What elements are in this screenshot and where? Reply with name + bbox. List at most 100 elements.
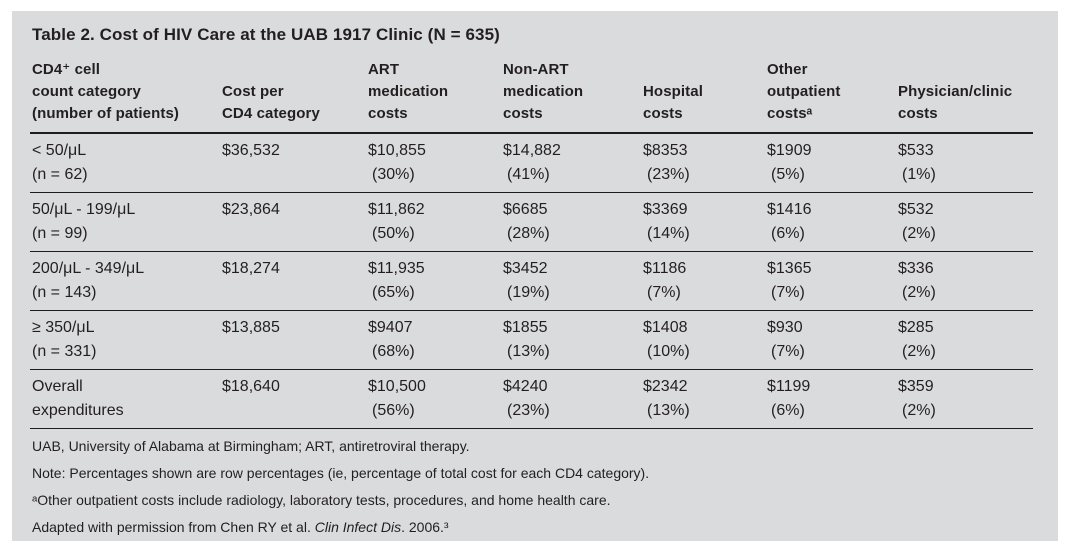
cost-value: $359	[898, 378, 934, 395]
cell-art-costs: $10,855 (30%)	[366, 133, 501, 193]
cell-other-outpatient-costs: $930 (7%)	[765, 310, 896, 370]
cost-percent: (5%)	[771, 166, 805, 183]
cost-value: $2342	[643, 378, 688, 395]
cost-value: $9407	[368, 319, 413, 336]
cell-hospital-costs: $1408 (10%)	[641, 310, 765, 370]
cell-non-art-costs: $14,882 (41%)	[501, 133, 641, 193]
footnote-note: Note: Percentages shown are row percenta…	[32, 465, 650, 481]
cost-percent: (2%)	[902, 343, 936, 360]
cost-value: $10,500	[368, 378, 426, 395]
cell-physician-clinic-costs: $336 (2%)	[896, 251, 1033, 311]
col-header-art-costs: ART medication costs	[366, 59, 501, 134]
footnote-adapted-prefix: Adapted with permission from Chen RY et …	[32, 519, 315, 535]
cell-art-costs: $10,500 (56%)	[366, 369, 501, 429]
cost-value: $14,882	[503, 142, 561, 159]
cell-physician-clinic-costs: $533 (1%)	[896, 133, 1033, 193]
cost-value: $1855	[503, 319, 548, 336]
cell-hospital-costs: $8353 (23%)	[641, 133, 765, 193]
cost-percent: (30%)	[372, 166, 415, 183]
cost-percent: (41%)	[507, 166, 550, 183]
cell-art-costs: $11,862 (50%)	[366, 192, 501, 252]
cell-cost-per-cd4: $13,885	[220, 310, 366, 370]
cell-hospital-costs: $1186 (7%)	[641, 251, 765, 311]
table-row: 50/μL - 199/μL (n = 99) $23,864 $11,862 (…	[30, 192, 1033, 252]
cost-value: $930	[767, 319, 803, 336]
cell-non-art-costs: $6685 (28%)	[501, 192, 641, 252]
cost-percent: (2%)	[902, 225, 936, 242]
footnote-abbreviations: UAB, University of Alabama at Birmingham…	[32, 438, 470, 454]
cell-non-art-costs: $4240 (23%)	[501, 369, 641, 429]
cost-value: $4240	[503, 378, 548, 395]
col-header-non-art-costs: Non-ART medication costs	[501, 59, 641, 134]
cost-value: $336	[898, 260, 934, 277]
col-header-physician-clinic-costs: Physician/clinic costs	[896, 59, 1033, 134]
header-row: CD4⁺ cell count category (number of pati…	[30, 59, 1033, 134]
cost-value: $8353	[643, 142, 688, 159]
cost-percent: (50%)	[372, 225, 415, 242]
cost-value: $1909	[767, 142, 812, 159]
cost-value: $533	[898, 142, 934, 159]
cell-physician-clinic-costs: $532 (2%)	[896, 192, 1033, 252]
cost-table: CD4⁺ cell count category (number of pati…	[30, 59, 1033, 429]
cell-cost-per-cd4: $18,274	[220, 251, 366, 311]
table-row: Overall expenditures $18,640 $10,500 (56%…	[30, 369, 1033, 429]
cell-cost-per-cd4: $36,532	[220, 133, 366, 193]
cell-cost-per-cd4: $18,640	[220, 369, 366, 429]
cell-other-outpatient-costs: $1416 (6%)	[765, 192, 896, 252]
cell-other-outpatient-costs: $1365 (7%)	[765, 251, 896, 311]
cost-value: $10,855	[368, 142, 426, 159]
cost-value: $3369	[643, 201, 688, 218]
cell-physician-clinic-costs: $359 (2%)	[896, 369, 1033, 429]
cost-percent: (13%)	[507, 343, 550, 360]
cost-percent: (65%)	[372, 284, 415, 301]
cell-other-outpatient-costs: $1909 (5%)	[765, 133, 896, 193]
cost-percent: (68%)	[372, 343, 415, 360]
cost-percent: (7%)	[771, 284, 805, 301]
cost-value: $1365	[767, 260, 812, 277]
cost-value: $6685	[503, 201, 548, 218]
cell-non-art-costs: $1855 (13%)	[501, 310, 641, 370]
footnotes: UAB, University of Alabama at Birmingham…	[30, 436, 1033, 537]
cost-percent: (6%)	[771, 225, 805, 242]
cell-category: Overall expenditures	[30, 369, 220, 429]
cost-percent: (13%)	[647, 402, 690, 419]
table-row: ≥ 350/μL (n = 331) $13,885 $9407 (68%) $1…	[30, 310, 1033, 370]
cell-non-art-costs: $3452 (19%)	[501, 251, 641, 311]
cost-percent: (6%)	[771, 402, 805, 419]
table-row: < 50/μL (n = 62) $36,532 $10,855 (30%) $1…	[30, 133, 1033, 193]
col-header-hospital-costs: Hospital costs	[641, 59, 765, 134]
cost-value: $285	[898, 319, 934, 336]
cost-percent: (2%)	[902, 402, 936, 419]
cost-percent: (23%)	[647, 166, 690, 183]
cost-value: $11,935	[368, 260, 425, 277]
table-title: Table 2. Cost of HIV Care at the UAB 191…	[32, 25, 500, 44]
cost-percent: (56%)	[372, 402, 415, 419]
cost-percent: (14%)	[647, 225, 690, 242]
cost-value: $1416	[767, 201, 812, 218]
cell-physician-clinic-costs: $285 (2%)	[896, 310, 1033, 370]
cost-percent: (1%)	[902, 166, 936, 183]
cost-percent: (23%)	[507, 402, 550, 419]
cost-percent: (2%)	[902, 284, 936, 301]
table-panel: Table 2. Cost of HIV Care at the UAB 191…	[12, 11, 1058, 541]
table-row: 200/μL - 349/μL (n = 143) $18,274 $11,93…	[30, 251, 1033, 311]
table-content: Table 2. Cost of HIV Care at the UAB 191…	[12, 11, 1058, 537]
cell-art-costs: $11,935 (65%)	[366, 251, 501, 311]
cost-percent: (19%)	[507, 284, 550, 301]
footnote-adapted-suffix: . 2006.³	[401, 519, 449, 535]
col-header-cost-per-cd4: Cost per CD4 category	[220, 59, 366, 134]
col-header-category: CD4⁺ cell count category (number of pati…	[30, 59, 220, 134]
footnote-a: ᵃOther outpatient costs include radiolog…	[32, 492, 611, 508]
cost-value: $1408	[643, 319, 688, 336]
cell-other-outpatient-costs: $1199 (6%)	[765, 369, 896, 429]
cost-percent: (7%)	[771, 343, 805, 360]
cost-percent: (7%)	[647, 284, 681, 301]
cell-category: 200/μL - 349/μL (n = 143)	[30, 251, 220, 311]
cost-value: $1199	[767, 378, 811, 395]
cost-value: $532	[898, 201, 934, 218]
cost-value: $3452	[503, 260, 548, 277]
cost-percent: (10%)	[647, 343, 690, 360]
cell-hospital-costs: $2342 (13%)	[641, 369, 765, 429]
cell-cost-per-cd4: $23,864	[220, 192, 366, 252]
footnote-adapted-source: Clin Infect Dis	[314, 519, 402, 535]
